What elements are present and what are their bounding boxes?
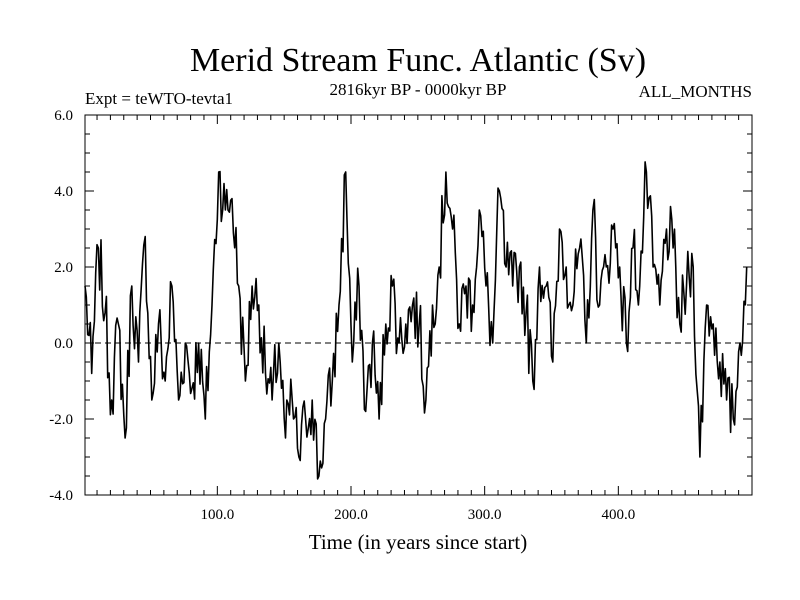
months-label: ALL_MONTHS (639, 82, 752, 101)
y-tick-label: 2.0 (54, 260, 73, 276)
series-line (84, 161, 748, 480)
y-tick-label: 4.0 (54, 184, 73, 200)
x-tick-label: 100.0 (200, 507, 234, 523)
experiment-label: Expt = teWTO-tevta1 (85, 89, 233, 108)
y-tick-label: -2.0 (49, 412, 73, 428)
y-tick-label: -4.0 (49, 488, 73, 504)
y-axis: -4.0 -2.0 0.0 2.0 4.0 6.0 (49, 108, 752, 504)
plot-frame (84, 114, 753, 496)
x-axis: 100.0 200.0 300.0 400.0 (96, 115, 740, 523)
x-tick-label: 400.0 (601, 507, 635, 523)
x-axis-label: Time (in years since start) (309, 530, 528, 554)
y-tick-label: 6.0 (54, 108, 73, 124)
y-tick-label: 0.0 (54, 336, 73, 352)
x-tick-label: 200.0 (334, 507, 368, 523)
chart-title: Merid Stream Func. Atlantic (Sv) (190, 42, 646, 79)
time-range-label: 2816kyr BP - 0000kyr BP (330, 80, 507, 99)
x-tick-label: 300.0 (468, 507, 502, 523)
